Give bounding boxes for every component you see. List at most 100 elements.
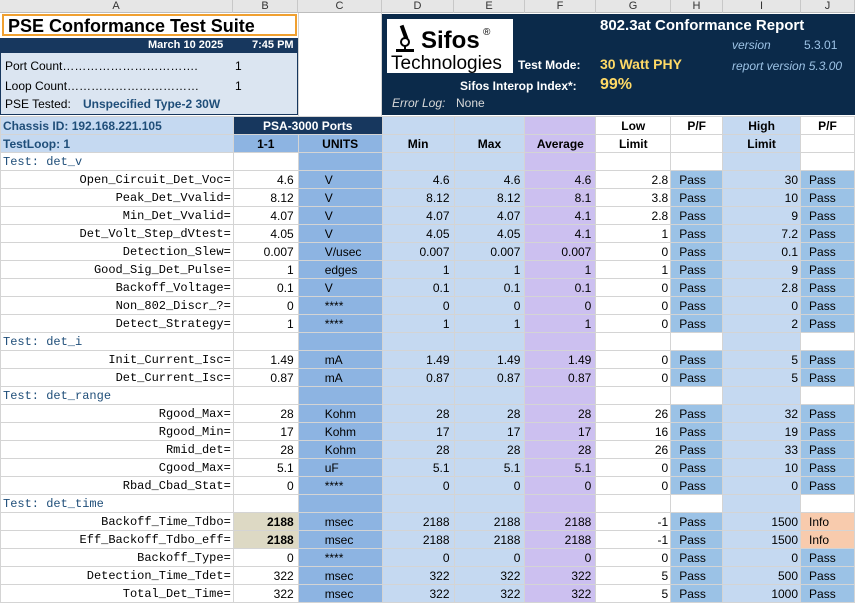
high-limit[interactable]: 2 — [722, 314, 802, 333]
min-value[interactable]: 0 — [381, 476, 455, 495]
high-limit[interactable]: 9 — [722, 206, 802, 225]
min-value[interactable]: 0 — [381, 548, 455, 567]
column-header-i[interactable]: I — [723, 0, 801, 13]
high-limit-header-1[interactable]: High — [722, 116, 802, 135]
pf-high[interactable]: Pass — [800, 440, 855, 459]
param-name[interactable]: Cgood_Max= — [0, 458, 234, 477]
empty-cell[interactable] — [453, 152, 526, 171]
low-limit-header-2[interactable]: Limit — [595, 134, 672, 153]
param-name[interactable]: Backoff_Type= — [0, 548, 234, 567]
empty-cell[interactable] — [524, 332, 597, 351]
average-value[interactable]: 0.1 — [524, 278, 597, 297]
max-header[interactable]: Max — [453, 134, 526, 153]
low-limit[interactable]: 5 — [595, 566, 672, 585]
min-value[interactable]: 0.1 — [381, 278, 455, 297]
max-value[interactable]: 0.87 — [453, 368, 526, 387]
unit[interactable]: msec — [297, 530, 383, 549]
high-limit[interactable]: 2.8 — [722, 278, 802, 297]
empty-cell[interactable] — [297, 152, 383, 171]
empty-cell[interactable] — [595, 152, 672, 171]
empty-cell[interactable] — [453, 332, 526, 351]
empty-cell[interactable] — [670, 332, 724, 351]
max-value[interactable]: 322 — [453, 566, 526, 585]
pf2-header-1[interactable]: P/F — [800, 116, 855, 135]
pf-high[interactable]: Pass — [800, 296, 855, 315]
pf-low[interactable]: Pass — [670, 584, 724, 603]
unit[interactable]: uF — [297, 458, 383, 477]
empty-cell[interactable] — [232, 152, 299, 171]
average-value[interactable]: 0.007 — [524, 242, 597, 261]
pf-low[interactable]: Pass — [670, 170, 724, 189]
average-value[interactable]: 17 — [524, 422, 597, 441]
average-value[interactable]: 322 — [524, 584, 597, 603]
pf-high[interactable]: Pass — [800, 206, 855, 225]
max-value[interactable]: 322 — [453, 584, 526, 603]
max-value[interactable]: 0.1 — [453, 278, 526, 297]
ports-header[interactable]: PSA-3000 Ports — [232, 116, 383, 135]
empty-cell[interactable] — [297, 494, 383, 513]
pf-header-1[interactable]: P/F — [670, 116, 724, 135]
pf-low[interactable]: Pass — [670, 512, 724, 531]
low-limit[interactable]: 2.8 — [595, 170, 672, 189]
average-value[interactable]: 2188 — [524, 512, 597, 531]
pf-high[interactable]: Pass — [800, 242, 855, 261]
low-limit[interactable]: 1 — [595, 224, 672, 243]
param-name[interactable]: Min_Det_Vvalid= — [0, 206, 234, 225]
average-value[interactable]: 4.6 — [524, 170, 597, 189]
empty-cell[interactable] — [381, 332, 455, 351]
min-value[interactable]: 4.07 — [381, 206, 455, 225]
port-value[interactable]: 28 — [232, 440, 299, 459]
max-value[interactable]: 4.6 — [453, 170, 526, 189]
param-name[interactable]: Backoff_Voltage= — [0, 278, 234, 297]
port-value[interactable]: 8.12 — [232, 188, 299, 207]
empty-cell[interactable] — [722, 152, 802, 171]
low-limit[interactable]: 0 — [595, 314, 672, 333]
pf-low[interactable]: Pass — [670, 548, 724, 567]
pf-high[interactable]: Pass — [800, 458, 855, 477]
port-value[interactable]: 4.6 — [232, 170, 299, 189]
empty-cell[interactable] — [800, 332, 855, 351]
param-name[interactable]: Init_Current_Isc= — [0, 350, 234, 369]
pf-low[interactable]: Pass — [670, 530, 724, 549]
unit[interactable]: V/usec — [297, 242, 383, 261]
min-value[interactable]: 17 — [381, 422, 455, 441]
pf-high[interactable]: Pass — [800, 548, 855, 567]
unit[interactable]: **** — [297, 296, 383, 315]
min-value[interactable]: 0.87 — [381, 368, 455, 387]
port-value[interactable]: 1 — [232, 314, 299, 333]
pf-low[interactable]: Pass — [670, 188, 724, 207]
max-value[interactable]: 2188 — [453, 512, 526, 531]
high-limit[interactable]: 0 — [722, 548, 802, 567]
unit[interactable]: Kohm — [297, 422, 383, 441]
unit[interactable]: edges — [297, 260, 383, 279]
param-name[interactable]: Rgood_Min= — [0, 422, 234, 441]
min-value[interactable]: 28 — [381, 404, 455, 423]
average-value[interactable]: 28 — [524, 404, 597, 423]
min-value[interactable]: 4.05 — [381, 224, 455, 243]
unit[interactable]: **** — [297, 476, 383, 495]
column-header-d[interactable]: D — [382, 0, 454, 13]
min-value[interactable]: 1 — [381, 314, 455, 333]
port-value[interactable]: 28 — [232, 404, 299, 423]
average-value[interactable]: 0 — [524, 548, 597, 567]
section-label[interactable]: Test: det_v — [0, 152, 234, 171]
unit[interactable]: Kohm — [297, 440, 383, 459]
empty-cell[interactable] — [381, 152, 455, 171]
max-value[interactable]: 1 — [453, 260, 526, 279]
param-name[interactable]: Detect_Strategy= — [0, 314, 234, 333]
low-limit[interactable]: 0 — [595, 368, 672, 387]
min-value[interactable]: 2188 — [381, 512, 455, 531]
pf-low[interactable]: Pass — [670, 260, 724, 279]
high-limit[interactable]: 5 — [722, 368, 802, 387]
low-limit[interactable]: 16 — [595, 422, 672, 441]
max-value[interactable]: 4.05 — [453, 224, 526, 243]
min-header[interactable]: Min — [381, 134, 455, 153]
pf-low[interactable]: Pass — [670, 422, 724, 441]
port-value[interactable]: 0.1 — [232, 278, 299, 297]
empty-cell[interactable] — [524, 494, 597, 513]
empty-cell[interactable] — [297, 332, 383, 351]
port-value[interactable]: 0.87 — [232, 368, 299, 387]
high-limit[interactable]: 7.2 — [722, 224, 802, 243]
empty-cell[interactable] — [524, 152, 597, 171]
max-value[interactable]: 2188 — [453, 530, 526, 549]
